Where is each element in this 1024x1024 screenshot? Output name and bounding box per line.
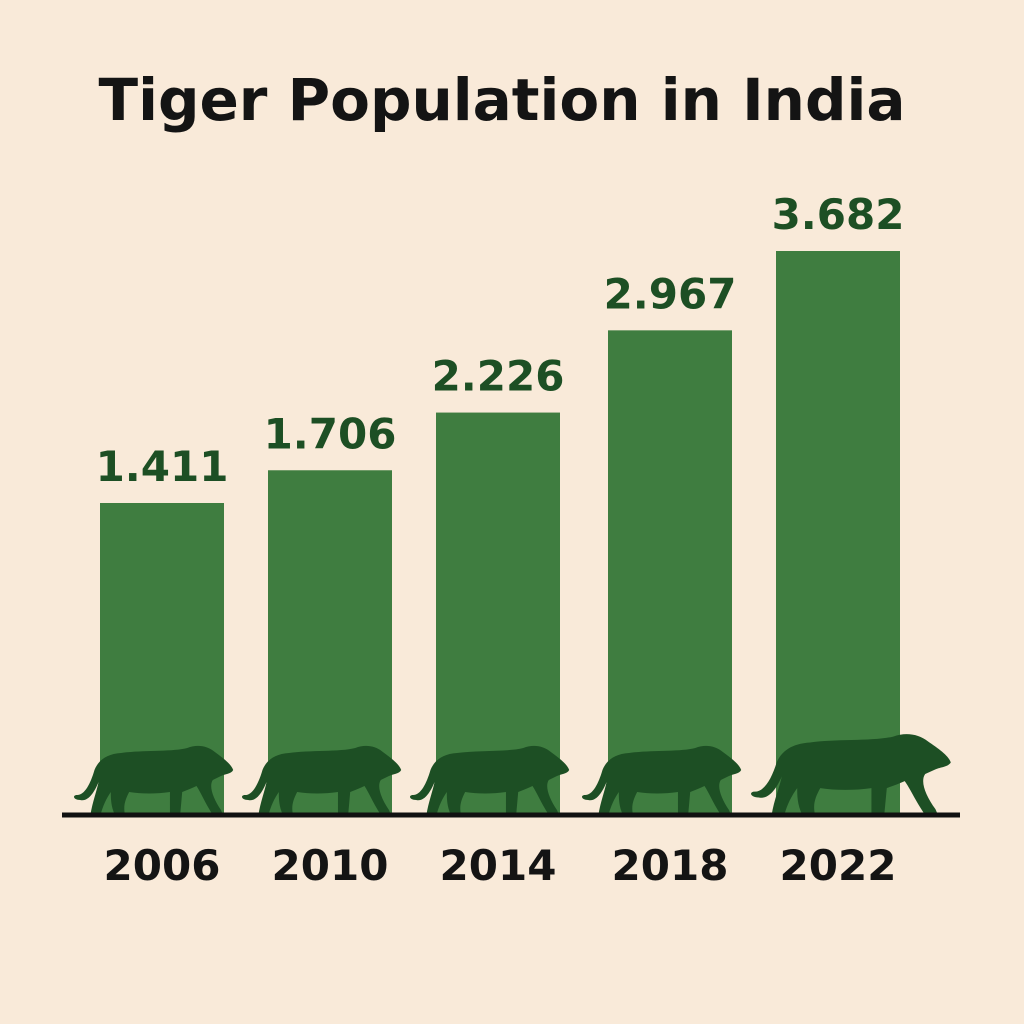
tiger-icon — [73, 745, 234, 815]
value-label: 2.967 — [604, 269, 737, 318]
bar-2022 — [776, 251, 900, 815]
tiger-icon — [581, 745, 742, 815]
value-label: 2.226 — [432, 352, 565, 401]
x-tick-label: 2010 — [272, 841, 389, 890]
bar-2018 — [608, 330, 732, 815]
x-tick-label: 2006 — [104, 841, 221, 890]
value-label: 1.706 — [264, 409, 397, 458]
x-tick-label: 2018 — [612, 841, 729, 890]
bars-group: 1.411 2006 1.706 2010 2.226 2014 2.967 2018 3.68… — [73, 190, 951, 890]
x-tick-label: 2022 — [780, 841, 897, 890]
chart-title: Tiger Population in India — [99, 66, 906, 134]
x-tick-label: 2014 — [440, 841, 557, 890]
value-label: 3.682 — [772, 190, 905, 239]
tiger-icon — [751, 734, 951, 815]
tiger-icon — [241, 745, 402, 815]
value-label: 1.411 — [96, 442, 229, 491]
tiger-icon — [409, 745, 570, 815]
